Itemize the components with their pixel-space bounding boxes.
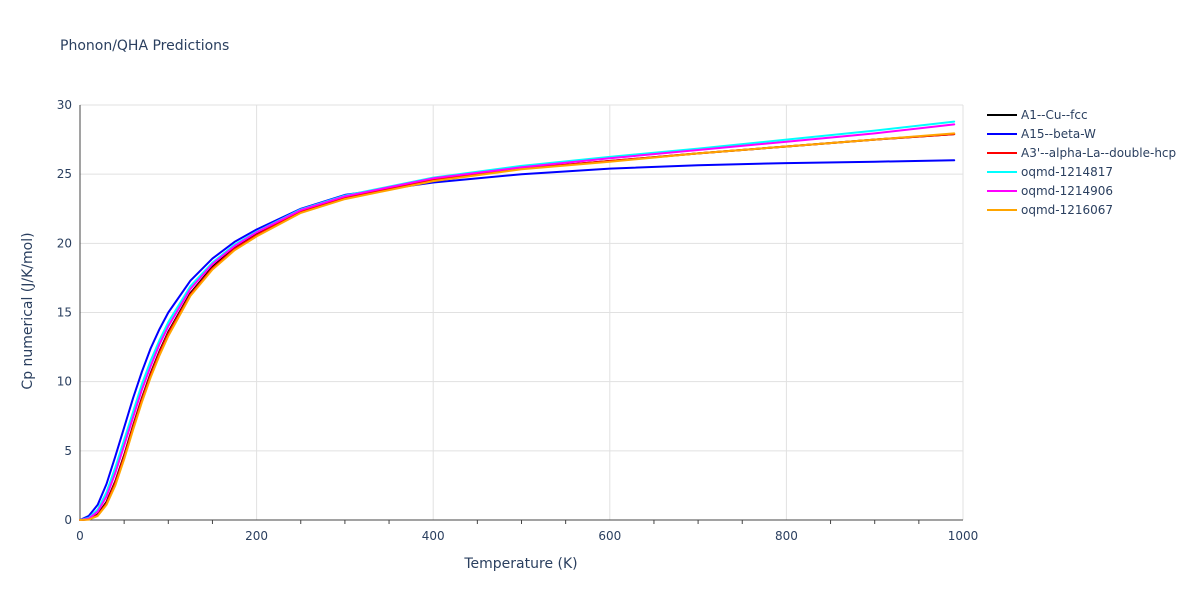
y-tick-label: 30 [57, 98, 72, 112]
series-line-oqmd-1214817 [79, 120, 956, 521]
legend-item-label: A15--beta-W [1021, 127, 1096, 141]
series-line-a1-cu-fcc [79, 133, 956, 521]
legend-item-label: oqmd-1216067 [1021, 203, 1113, 217]
x-tick-label: 600 [598, 529, 621, 543]
y-tick-label: 10 [57, 375, 72, 389]
legend: A1--Cu--fcc A15--beta-W A3'--alpha-La--dou… [987, 108, 1176, 217]
y-tick-label: 5 [64, 444, 72, 458]
x-tick-label: 1000 [948, 529, 979, 543]
legend-item-label: oqmd-1214817 [1021, 165, 1113, 179]
x-tick-label: 800 [775, 529, 798, 543]
series-line-oqmd-1214906 [79, 123, 956, 521]
x-tick-label: 400 [422, 529, 445, 543]
y-tick-label: 0 [64, 513, 72, 527]
x-axis-title: Temperature (K) [463, 556, 577, 572]
y-tick-label: 25 [57, 167, 72, 181]
series-line-oqmd-1216067 [79, 132, 956, 521]
legend-item-label: A1--Cu--fcc [1021, 108, 1088, 122]
y-tick-label: 20 [57, 236, 72, 250]
y-tick-label: 15 [57, 306, 72, 320]
x-tick-label: 200 [245, 529, 268, 543]
chart-title: Phonon/QHA Predictions [60, 38, 229, 54]
series-line-a3-alpha-la-double-hcp [79, 133, 956, 521]
series-line-a15-beta-w [79, 159, 956, 521]
grid [79, 104, 964, 524]
tick-labels: 0 200 400 600 800 1000 0 5 10 15 20 25 30 [57, 98, 979, 543]
x-tick-label: 0 [76, 529, 84, 543]
legend-item-label: A3'--alpha-La--double-hcp [1021, 146, 1176, 160]
legend-item-label: oqmd-1214906 [1021, 184, 1113, 198]
plot-area [79, 120, 956, 521]
y-axis-title: Cp numerical (J/K/mol) [20, 232, 36, 389]
